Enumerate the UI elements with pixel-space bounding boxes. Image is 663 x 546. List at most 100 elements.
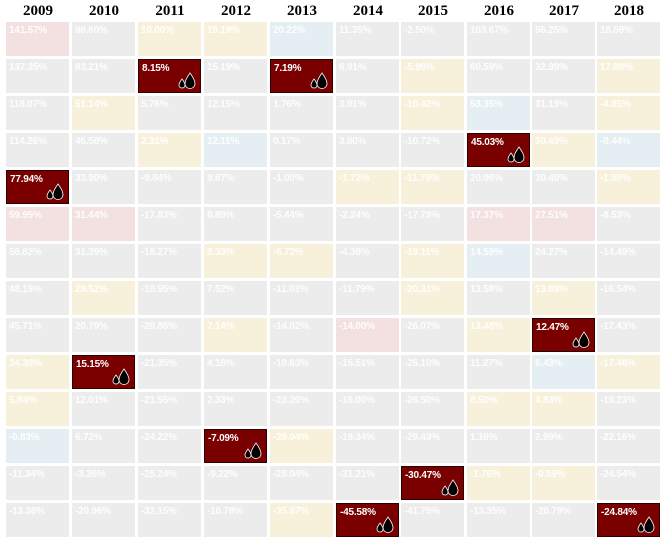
return-value: -26.50%	[404, 395, 440, 406]
year-header-2010: 2010	[89, 3, 119, 19]
return-value: 20.79%	[75, 321, 108, 332]
return-cell: -22.16%	[597, 429, 660, 463]
return-value: 7.19%	[274, 63, 302, 74]
return-cell: 13.58%	[467, 281, 530, 315]
return-cell: 56.82%	[6, 244, 69, 278]
return-cell: 45.71%	[6, 318, 69, 352]
return-value: 10.00%	[141, 25, 174, 36]
return-cell: 59.95%	[6, 207, 69, 241]
return-cell: -5.99%	[401, 59, 464, 93]
return-value: -20.96%	[75, 506, 111, 517]
oil-drop-icon	[376, 516, 394, 533]
return-value: -26.79%	[535, 506, 571, 517]
return-value: -24.54%	[600, 469, 636, 480]
return-value: -9.84%	[141, 173, 172, 184]
return-value: -17.79%	[404, 210, 440, 221]
return-value: 137.35%	[9, 62, 48, 73]
year-header-2018: 2018	[614, 3, 644, 19]
return-cell: -28.04%	[270, 466, 333, 500]
return-value: 32.39%	[535, 62, 568, 73]
return-value: 46.58%	[75, 136, 108, 147]
return-value: -20.86%	[141, 321, 177, 332]
return-cell: 137.35%	[6, 59, 69, 93]
return-value: 6.43%	[535, 358, 563, 369]
year-header-2015: 2015	[418, 3, 448, 19]
return-cell: 118.07%	[6, 96, 69, 130]
return-cell: 12.15%	[204, 96, 267, 130]
highlighted-return-cell: 12.47%	[532, 318, 595, 352]
return-value: 83.21%	[75, 62, 108, 73]
highlighted-return-cell: 7.19%	[270, 59, 333, 93]
return-value: 114.26%	[9, 136, 47, 147]
return-cell: -20.31%	[401, 281, 464, 315]
return-cell: 11.27%	[467, 355, 530, 389]
return-cell: -0.59%	[532, 466, 595, 500]
return-value: 2.33%	[207, 395, 235, 406]
return-cell: -26.79%	[532, 503, 595, 537]
return-value: 17.88%	[600, 62, 633, 73]
return-value: 13.58%	[470, 284, 503, 295]
return-value: -5.44%	[273, 210, 304, 221]
return-cell: -41.75%	[401, 503, 464, 537]
return-cell: 6.72%	[72, 429, 135, 463]
return-value: 8.50%	[470, 395, 498, 406]
return-value: 4.83%	[535, 395, 563, 406]
return-cell: -11.79%	[401, 170, 464, 204]
return-cell: -16.00%	[336, 392, 399, 426]
return-cell: -26.50%	[401, 392, 464, 426]
return-cell: -13.36%	[6, 503, 69, 537]
return-cell: -1.00%	[270, 170, 333, 204]
return-value: -41.75%	[404, 506, 440, 517]
return-value: 6.72%	[75, 432, 103, 443]
return-cell: 1.76%	[270, 96, 333, 130]
return-cell: 0.17%	[270, 133, 333, 167]
return-value: 1.16%	[470, 432, 498, 443]
return-value: -18.95%	[141, 284, 177, 295]
return-cell: -24.54%	[597, 466, 660, 500]
return-value: 11.27%	[470, 358, 503, 369]
return-value: -1.72%	[339, 173, 370, 184]
return-value: -16.00%	[339, 395, 375, 406]
return-value: -45.58%	[340, 507, 376, 518]
return-cell: -8.44%	[597, 133, 660, 167]
return-cell: -14.02%	[270, 318, 333, 352]
return-cell: 6.91%	[336, 59, 399, 93]
return-value: 5.84%	[9, 395, 37, 406]
return-cell: -32.15%	[138, 503, 201, 537]
return-cell: 20.79%	[72, 318, 135, 352]
return-value: 103.67%	[470, 25, 509, 36]
return-cell: -14.49%	[597, 244, 660, 278]
return-value: 34.39%	[9, 358, 42, 369]
return-value: -14.00%	[339, 321, 375, 332]
return-value: 77.94%	[10, 174, 43, 185]
return-cell: 56.25%	[532, 22, 595, 56]
return-cell: 5.84%	[6, 392, 69, 426]
return-cell: -11.03%	[270, 281, 333, 315]
return-cell: 2.33%	[204, 392, 267, 426]
return-cell: -11.79%	[336, 281, 399, 315]
return-value: 20.22%	[273, 25, 306, 36]
return-cell: -4.85%	[597, 96, 660, 130]
return-cell: -2.50%	[401, 22, 464, 56]
return-cell: -35.97%	[270, 503, 333, 537]
return-cell: -23.20%	[270, 392, 333, 426]
return-value: 4.18%	[207, 358, 235, 369]
return-value: 56.82%	[9, 247, 42, 258]
return-value: 24.27%	[535, 247, 568, 258]
return-cell: 46.58%	[72, 133, 135, 167]
return-cell: 5.76%	[138, 96, 201, 130]
return-cell: 8.89%	[204, 207, 267, 241]
return-cell: -21.35%	[138, 355, 201, 389]
return-value: -0.59%	[535, 469, 566, 480]
return-cell: -18.63%	[270, 355, 333, 389]
return-cell: -1.58%	[597, 170, 660, 204]
return-value: -18.27%	[141, 247, 177, 258]
return-value: -16.78%	[207, 506, 243, 517]
return-value: -7.09%	[208, 433, 239, 444]
return-value: -28.04%	[273, 432, 309, 443]
year-header-2017: 2017	[549, 3, 579, 19]
return-value: -17.43%	[600, 321, 636, 332]
return-value: -28.04%	[273, 469, 309, 480]
return-value: 19.19%	[207, 25, 240, 36]
return-value: 12.11%	[207, 136, 240, 147]
